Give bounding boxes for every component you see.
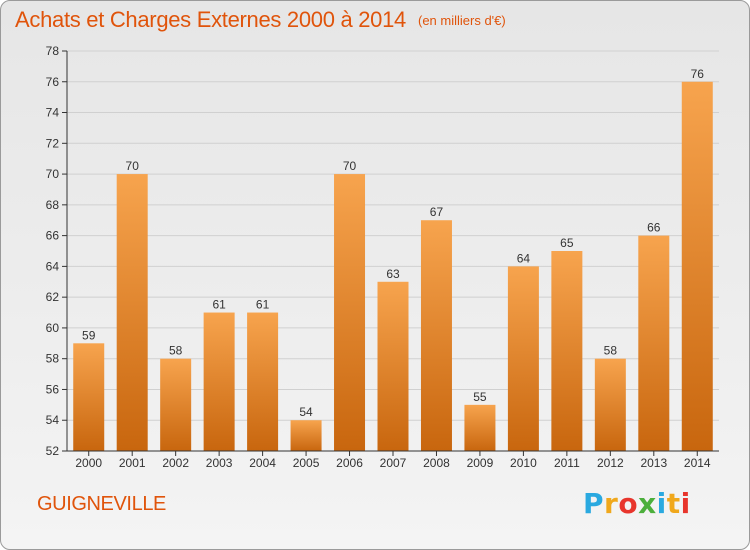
x-tick-label: 2002 xyxy=(162,456,189,470)
y-tick-label: 62 xyxy=(46,290,60,304)
bar xyxy=(464,404,496,451)
bar xyxy=(681,81,713,452)
logo-letter: P xyxy=(583,487,605,520)
y-tick-label: 64 xyxy=(46,259,60,273)
bar xyxy=(334,174,366,452)
chart-subtitle: (en milliers d'€) xyxy=(418,13,506,28)
bar xyxy=(290,420,322,451)
y-tick-label: 52 xyxy=(46,444,60,458)
data-label: 61 xyxy=(212,298,226,312)
data-label: 70 xyxy=(126,159,140,173)
data-labels: 59 70 58 61 61 54 70 63 67 55 64 65 58 66 76 xyxy=(82,67,704,419)
x-tick-label: 2007 xyxy=(380,456,407,470)
y-tick-label: 76 xyxy=(46,75,60,89)
bar xyxy=(203,312,235,451)
logo-letter: x xyxy=(638,487,657,520)
data-label: 54 xyxy=(299,405,313,419)
proxiti-logo[interactable]: Proxiti xyxy=(583,487,691,520)
x-tick-label: 2006 xyxy=(336,456,363,470)
bar xyxy=(377,281,409,451)
x-tick-label: 2003 xyxy=(206,456,233,470)
y-tick-label: 54 xyxy=(46,413,60,427)
x-tick-label: 2014 xyxy=(684,456,711,470)
x-tick-label: 2012 xyxy=(597,456,624,470)
bar xyxy=(594,358,626,451)
bar xyxy=(247,312,279,451)
data-label: 55 xyxy=(473,390,487,404)
x-tick-label: 2000 xyxy=(75,456,102,470)
x-tick-label: 2010 xyxy=(510,456,537,470)
logo-letter: o xyxy=(618,487,639,520)
logo-letter: i xyxy=(680,487,691,520)
y-tick-label: 72 xyxy=(46,136,60,150)
y-tick-label: 58 xyxy=(46,352,60,366)
x-tick-label: 2009 xyxy=(467,456,494,470)
data-label: 63 xyxy=(386,267,400,281)
bar xyxy=(420,220,452,451)
y-tick-label: 74 xyxy=(46,106,60,120)
y-tick-label: 60 xyxy=(46,321,60,335)
x-tick-label: 2004 xyxy=(249,456,276,470)
bar xyxy=(73,343,105,451)
x-tick-label: 2001 xyxy=(119,456,146,470)
y-tick-label: 56 xyxy=(46,382,60,396)
data-label: 70 xyxy=(343,159,357,173)
data-label: 65 xyxy=(560,236,574,250)
data-label: 76 xyxy=(691,67,705,81)
data-label: 66 xyxy=(647,221,661,235)
y-tick-label: 66 xyxy=(46,229,60,243)
x-tick-label: 2011 xyxy=(554,456,580,470)
commune-name: GUIGNEVILLE xyxy=(37,493,166,515)
data-label: 67 xyxy=(430,205,444,219)
y-tick-label: 70 xyxy=(46,167,60,181)
axes: 52 54 56 58 60 62 64 66 68 70 72 74 76 78 2000 2001 2002… xyxy=(46,44,719,470)
bar xyxy=(116,174,148,452)
data-label: 58 xyxy=(604,344,618,358)
bar xyxy=(160,358,192,451)
bar xyxy=(638,235,670,451)
logo-letter: i xyxy=(656,487,667,520)
chart-title: Achats et Charges Externes 2000 à 2014 xyxy=(15,7,406,32)
logo-letter: t xyxy=(666,487,681,520)
logo-letter: r xyxy=(604,487,619,520)
y-tick-label: 78 xyxy=(46,44,60,58)
data-label: 61 xyxy=(256,298,270,312)
bar xyxy=(507,266,539,451)
x-tick-label: 2008 xyxy=(423,456,450,470)
data-label: 64 xyxy=(517,251,531,265)
x-tick-label: 2005 xyxy=(293,456,320,470)
data-label: 58 xyxy=(169,344,183,358)
bars xyxy=(73,81,713,452)
y-tick-label: 68 xyxy=(46,198,60,212)
x-tick-label: 2013 xyxy=(640,456,667,470)
data-label: 59 xyxy=(82,328,96,342)
bar xyxy=(551,251,583,451)
